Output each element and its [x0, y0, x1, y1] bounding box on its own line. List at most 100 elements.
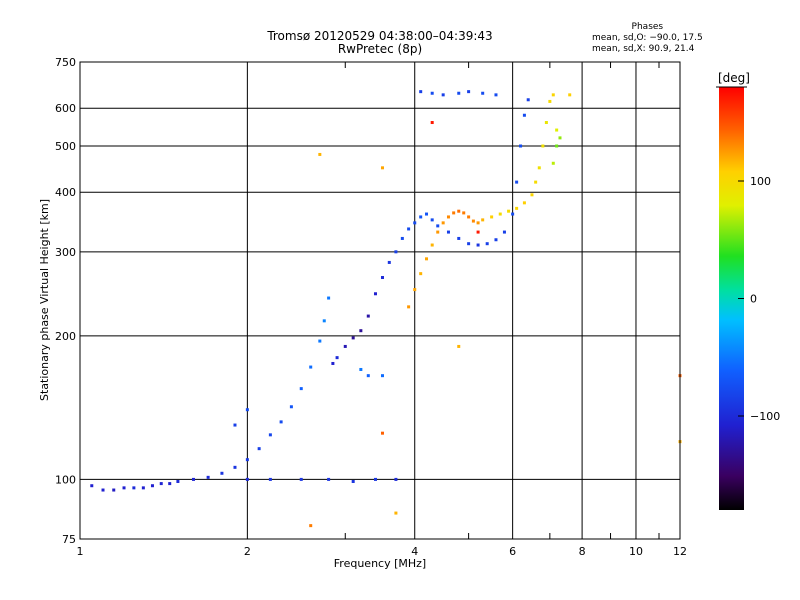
o-trace-point: [299, 477, 303, 481]
o-trace-point: [351, 336, 355, 340]
x-trace-point: [537, 166, 541, 170]
o-trace-point: [407, 227, 411, 231]
x-trace-point: [568, 93, 572, 97]
x-trace-point: [548, 99, 552, 103]
o-trace-point: [436, 224, 440, 228]
x-tick-label: 2: [244, 545, 251, 558]
o-trace-point: [132, 486, 136, 490]
o-trace-point: [90, 484, 94, 488]
x-trace-point: [534, 180, 538, 184]
x-trace-point: [457, 344, 461, 348]
o-trace-point: [441, 93, 445, 97]
y-axis-label: Stationary phase Virtual Height [km]: [38, 199, 51, 401]
x-trace-point: [425, 257, 429, 261]
o-trace-point: [373, 292, 377, 296]
o-trace-point: [279, 420, 283, 424]
o-trace-point: [335, 356, 339, 360]
x-trace-point: [419, 272, 423, 276]
x-trace-point: [441, 221, 445, 225]
o-trace-point: [373, 477, 377, 481]
o-trace-point: [494, 93, 498, 97]
o-trace-point: [387, 260, 391, 264]
x-trace-point: [380, 166, 384, 170]
o-trace-point: [366, 314, 370, 318]
x-trace-point: [457, 209, 461, 213]
y-tick-label: 750: [55, 56, 76, 69]
x-trace-point: [471, 219, 475, 223]
o-trace-point: [327, 296, 331, 300]
x-trace-point: [498, 212, 502, 216]
phase-stats-heading: Phases: [631, 22, 664, 32]
o-trace-point: [322, 319, 326, 323]
o-trace-point: [380, 276, 384, 280]
o-trace-point: [299, 387, 303, 391]
o-trace-point: [515, 180, 519, 184]
o-trace-point: [430, 91, 434, 95]
o-trace-point: [168, 482, 172, 486]
colorbar-label: [deg]: [718, 71, 750, 85]
colorbar-tick-label: 100: [750, 175, 771, 188]
o-trace-point: [257, 447, 261, 451]
x-trace-point: [462, 211, 466, 215]
o-trace-point: [359, 329, 363, 333]
o-trace-point: [101, 488, 105, 492]
x-trace-point: [481, 218, 485, 222]
o-trace-point: [112, 488, 116, 492]
x-trace-point: [413, 288, 417, 292]
colorbar-tick-label: −100: [750, 410, 780, 423]
x-trace-point: [522, 201, 526, 205]
o-trace-point: [485, 242, 489, 246]
o-trace-point: [122, 486, 126, 490]
x-trace-point: [490, 215, 494, 219]
o-trace-point: [245, 477, 249, 481]
o-trace-point: [457, 236, 461, 240]
x-tick-label: 10: [629, 545, 643, 558]
phase-stats: Phases mean, sd,O: −90.0, 17.5 mean, sd,…: [592, 22, 703, 55]
x-trace-point: [551, 93, 555, 97]
chart-subtitle: RwPretec (8p): [337, 42, 423, 56]
o-trace-point: [245, 458, 249, 462]
o-trace-point: [511, 212, 515, 216]
x-tick-label: 6: [509, 545, 516, 558]
o-trace-point: [519, 144, 523, 148]
o-trace-point: [526, 98, 530, 102]
o-trace-point: [268, 433, 272, 437]
o-trace-point: [476, 243, 480, 247]
o-trace-point: [394, 250, 398, 254]
chart-title: Tromsø 20120529 04:38:00–04:39:43: [267, 29, 493, 43]
o-trace-point: [159, 482, 163, 486]
o-trace-point: [309, 365, 313, 369]
o-trace-point: [318, 339, 322, 343]
y-tick-label: 500: [55, 140, 76, 153]
o-trace-point: [331, 361, 335, 365]
x-trace-point: [318, 152, 322, 156]
x-trace-point: [430, 121, 434, 125]
y-tick-label: 600: [55, 102, 76, 115]
o-trace-point: [359, 367, 363, 371]
o-trace-point: [400, 236, 404, 240]
x-trace-point: [555, 128, 559, 132]
o-trace-point: [430, 218, 434, 222]
o-trace-point: [457, 91, 461, 95]
y-tick-label: 100: [55, 473, 76, 486]
o-trace-point: [343, 344, 347, 348]
o-trace-point: [206, 475, 210, 479]
o-trace-point: [327, 477, 331, 481]
colorbar-tick-label: 0: [750, 293, 757, 306]
colorbar-ticks: 100 0 −100: [738, 175, 780, 423]
data-points: [90, 90, 682, 528]
o-trace-point: [419, 90, 423, 94]
x-trace-point: [380, 431, 384, 435]
o-trace-point: [419, 215, 423, 219]
o-trace-point: [289, 405, 293, 409]
x-trace-point: [436, 230, 440, 234]
x-trace-point: [476, 221, 480, 225]
x-trace-point: [541, 144, 545, 148]
y-tick-label: 300: [55, 246, 76, 259]
plot-frame: [79, 61, 681, 540]
x-trace-point: [446, 215, 450, 219]
x-trace-point: [507, 209, 511, 213]
x-trace-point: [394, 511, 398, 515]
